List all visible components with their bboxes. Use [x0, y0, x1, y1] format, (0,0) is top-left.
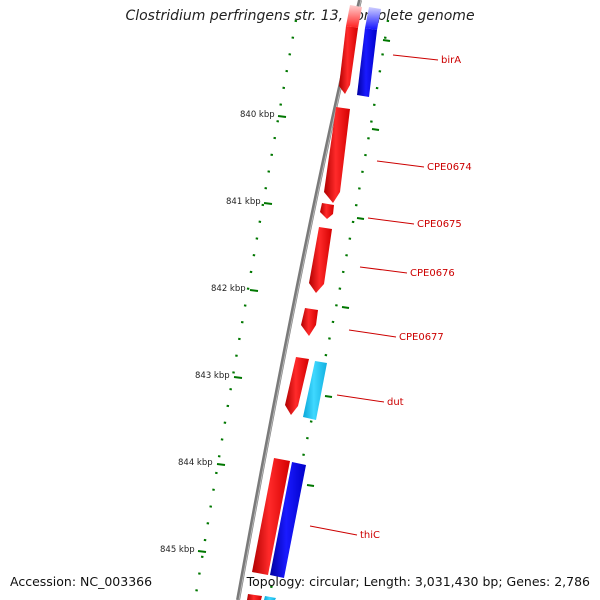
genome-backbone	[236, 0, 362, 600]
gene-arrow-cyan	[264, 596, 276, 600]
leader-line	[309, 525, 358, 536]
gene-arrow-faded-red	[346, 5, 362, 28]
kbp-tick	[197, 550, 207, 553]
outer-tick	[371, 128, 380, 131]
gene-label-thiC: thiC	[360, 530, 380, 541]
leader-line	[348, 329, 397, 338]
gene-arrow-red	[320, 203, 334, 219]
gene-label-dut: dut	[387, 397, 404, 408]
outer-tick-track	[266, 19, 390, 600]
gene-arrow-red	[301, 308, 318, 336]
gene-arrow-red	[309, 227, 332, 293]
gene-arrow-cyan	[303, 361, 327, 420]
gene-label-leaders	[309, 54, 439, 536]
kbp-tick	[277, 115, 287, 118]
inner-scale-track	[193, 19, 298, 600]
outer-major-ticks	[306, 39, 391, 487]
kbp-tick	[263, 202, 273, 205]
kbp-tick	[216, 463, 226, 466]
leader-line	[367, 217, 415, 225]
kbp-label: 845 kbp	[160, 545, 195, 555]
kbp-label: 841 kbp	[226, 197, 261, 207]
leader-line	[392, 54, 439, 61]
kbp-label: 840 kbp	[240, 110, 275, 120]
outer-tick	[341, 306, 350, 309]
leader-line	[336, 394, 385, 403]
leader-line	[359, 266, 408, 274]
outer-tick	[324, 395, 333, 398]
kbp-label: 842 kbp	[211, 284, 246, 294]
gene-label-CPE0677: CPE0677	[399, 332, 444, 343]
accession-text: Accession: NC_003366	[10, 574, 153, 589]
gene-label-CPE0675: CPE0675	[417, 219, 462, 230]
gene-arrow-faded-blue	[365, 7, 381, 30]
topology-summary: Topology: circular; Length: 3,031,430 bp…	[246, 574, 590, 589]
kbp-tick	[249, 289, 259, 292]
outer-tick	[356, 217, 365, 220]
outer-tick	[306, 484, 315, 487]
gene-arrow-red	[339, 26, 358, 94]
gene-features	[247, 5, 381, 600]
gene-label-CPE0676: CPE0676	[410, 268, 455, 279]
leader-line	[376, 160, 425, 168]
gene-arrow-blue	[357, 28, 377, 97]
kbp-tick	[233, 376, 243, 379]
gene-arrow-red	[247, 594, 262, 600]
outer-tick	[382, 39, 391, 42]
gene-label-birA: birA	[441, 55, 461, 66]
kbp-label: 843 kbp	[195, 371, 230, 381]
gene-arrow-red	[285, 357, 309, 415]
gene-arrow-red	[324, 107, 350, 203]
gene-label-CPE0674: CPE0674	[427, 162, 472, 173]
kbp-tick-marks	[197, 115, 287, 553]
kbp-label: 844 kbp	[178, 458, 213, 468]
gene-arrow-red	[252, 458, 290, 575]
gene-arrow-blue	[270, 462, 306, 578]
